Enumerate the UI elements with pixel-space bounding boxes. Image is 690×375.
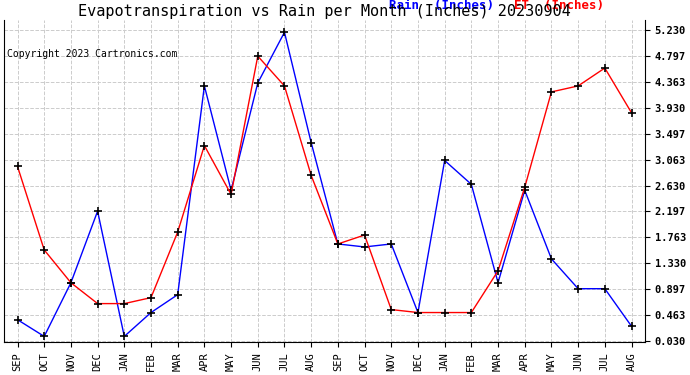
Text: Rain  (Inches): Rain (Inches)	[388, 0, 493, 12]
Title: Evapotranspiration vs Rain per Month (Inches) 20230904: Evapotranspiration vs Rain per Month (In…	[78, 4, 571, 19]
Text: ET  (Inches): ET (Inches)	[513, 0, 604, 12]
Text: Copyright 2023 Cartronics.com: Copyright 2023 Cartronics.com	[7, 49, 177, 59]
